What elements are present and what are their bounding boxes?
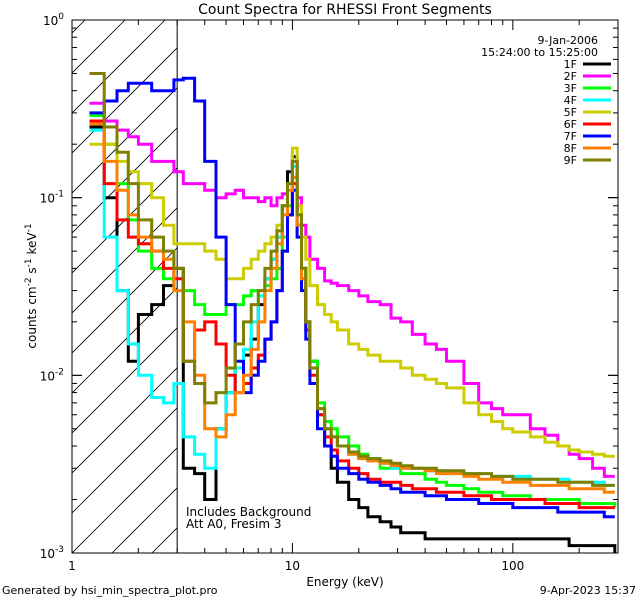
hatch-line xyxy=(72,127,178,234)
hatch-line xyxy=(72,87,178,194)
hatch-line xyxy=(632,20,640,553)
hatch-line xyxy=(0,20,5,553)
series-line-7F xyxy=(89,76,615,519)
date-label: 9-Jan-2006 xyxy=(538,34,599,47)
time-range-label: 15:24:00 to 15:25:00 xyxy=(481,46,598,59)
hatch-line xyxy=(72,20,166,114)
annotation-attenuator: Att A0, Fresim 3 xyxy=(186,517,282,531)
y-tick-label: 10-2 xyxy=(40,367,64,383)
annotation-background: Includes Background xyxy=(186,505,311,519)
legend-label-8F: 8F xyxy=(564,142,577,155)
y-tick-label: 10-1 xyxy=(40,190,64,206)
series-line-9F xyxy=(89,72,615,487)
hatch-line xyxy=(111,487,178,553)
y-axis-label: counts cm-2 s-1 keV-1 xyxy=(24,223,39,348)
hatch-line xyxy=(72,287,178,394)
series-group xyxy=(89,72,617,553)
x-axis-label: Energy (keV) xyxy=(306,575,383,589)
y-tick-label: 10-3 xyxy=(40,545,64,561)
hatch-line xyxy=(472,20,640,553)
legend-label-5F: 5F xyxy=(564,106,577,119)
x-tick-label: 1 xyxy=(68,559,76,573)
chart-title: Count Spectra for RHESSI Front Segments xyxy=(198,2,492,18)
y-axis: 100 10-1 10-2 10-3 xyxy=(40,12,618,561)
legend-label-3F: 3F xyxy=(564,82,577,95)
hatch-line xyxy=(72,247,178,354)
series-line-6F xyxy=(89,119,615,510)
legend-label-4F: 4F xyxy=(564,94,577,107)
footer-generated-by: Generated by hsi_min_spectra_plot.pro xyxy=(2,584,218,597)
hatch-region xyxy=(0,20,640,553)
x-tick-label: 100 xyxy=(501,559,524,573)
legend-label-7F: 7F xyxy=(564,130,577,143)
hatch-line xyxy=(72,447,178,553)
legend-label-6F: 6F xyxy=(564,118,577,131)
series-line-2F xyxy=(89,101,615,478)
footer-timestamp: 9-Apr-2023 15:37 xyxy=(540,584,636,597)
legend-label-2F: 2F xyxy=(564,70,577,83)
y-tick-label: 100 xyxy=(43,12,64,28)
x-tick-label: 10 xyxy=(285,559,300,573)
legend-label-9F: 9F xyxy=(564,154,577,167)
series-line-4F xyxy=(89,128,615,487)
series-line-1F xyxy=(89,125,617,553)
hatch-line xyxy=(72,47,178,154)
legend-label-1F: 1F xyxy=(564,58,577,71)
x-axis: 1 10 100 xyxy=(68,20,619,573)
series-line-3F xyxy=(89,114,617,508)
series-line-8F xyxy=(89,122,615,494)
hatch-line xyxy=(72,367,178,474)
hatch-line xyxy=(72,207,178,314)
plot-frame xyxy=(71,19,619,554)
hatch-line xyxy=(72,407,178,514)
series-line-5F xyxy=(89,142,615,458)
